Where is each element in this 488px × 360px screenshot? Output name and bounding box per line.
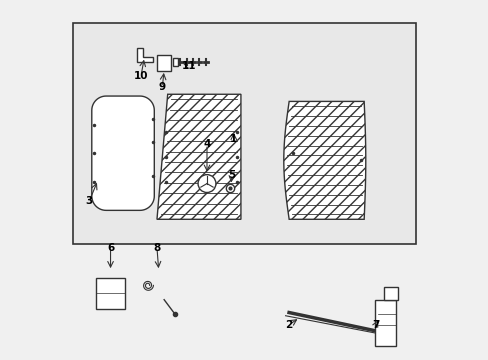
Circle shape	[198, 175, 216, 193]
PathPatch shape	[157, 94, 241, 219]
Text: 1: 1	[230, 134, 237, 144]
Bar	[96, 278, 124, 309]
FancyBboxPatch shape	[73, 23, 415, 244]
Text: 2: 2	[285, 320, 292, 330]
Text: 11: 11	[182, 61, 196, 71]
Bar	[374, 300, 395, 346]
Polygon shape	[137, 48, 153, 62]
Bar	[173, 58, 178, 66]
PathPatch shape	[92, 96, 154, 210]
PathPatch shape	[283, 102, 365, 219]
Text: 10: 10	[133, 71, 148, 81]
Text: 8: 8	[153, 243, 160, 253]
Text: 3: 3	[85, 197, 93, 206]
Text: 9: 9	[159, 82, 165, 92]
Bar	[383, 287, 397, 300]
Text: 7: 7	[371, 320, 379, 330]
Text: 5: 5	[228, 170, 235, 180]
Bar	[157, 55, 171, 71]
Text: 4: 4	[203, 139, 210, 149]
Text: 6: 6	[107, 243, 114, 253]
